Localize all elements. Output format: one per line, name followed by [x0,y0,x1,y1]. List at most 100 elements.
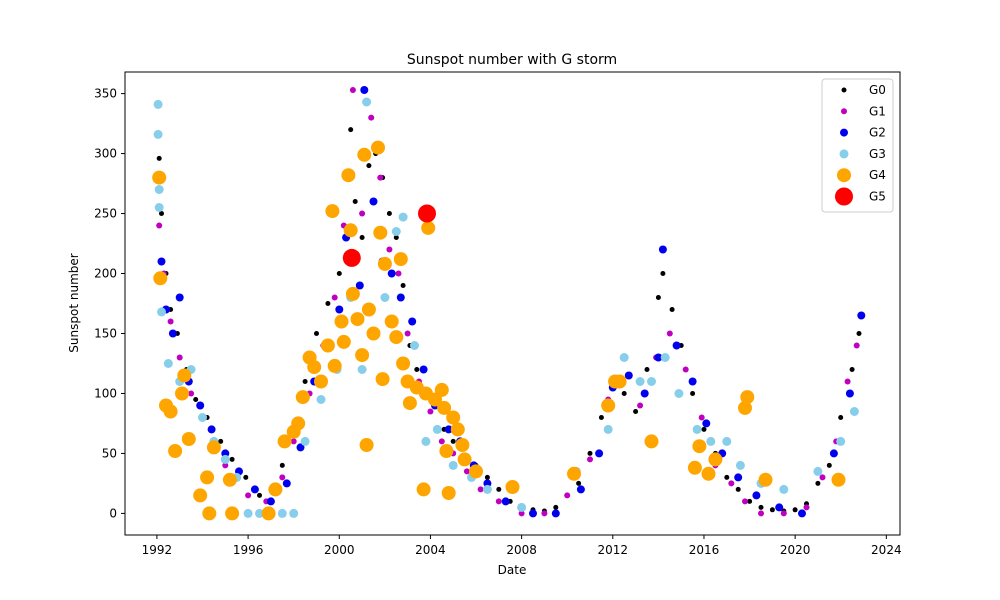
point-G0-16 [314,331,319,336]
point-G3-28 [421,436,431,446]
point-G1-51 [853,342,860,349]
point-G3-46 [779,484,789,494]
point-G1-11 [279,474,286,481]
legend-label-G0: G0 [869,83,886,97]
x-tick-label: 2004 [415,543,446,557]
point-G4-6 [177,368,192,383]
point-G2-33 [576,485,585,494]
x-tick-label: 2024 [871,543,902,557]
point-G3-4 [157,307,166,317]
point-G3-37 [635,377,645,386]
point-G2-30 [501,497,510,506]
point-G0-57 [701,426,707,432]
point-G4-7 [181,432,196,446]
point-G0-8 [218,438,224,444]
point-G1-4 [188,390,195,397]
point-G4-70 [708,452,723,467]
x-tick-label: 1992 [142,543,173,557]
series-G2 [157,86,866,518]
point-G0-61 [747,498,753,504]
point-G3-39 [660,353,670,362]
point-G1-44 [742,498,748,505]
point-G3-36 [619,353,629,362]
point-G4-38 [373,225,388,240]
point-G4-11 [206,440,221,455]
point-G2-37 [640,389,649,398]
point-G3-40 [674,389,684,398]
point-G1-28 [463,468,470,475]
point-G2-2 [168,329,177,338]
point-G0-50 [633,409,639,414]
point-G1-48 [819,474,826,481]
point-G2-51 [857,311,866,320]
point-G1-15 [331,294,338,301]
point-G0-34 [450,438,456,444]
point-G3-29 [432,424,442,434]
point-G4-55 [441,486,456,500]
point-G0-38 [496,486,502,492]
point-G0-10 [243,474,249,480]
point-G4-44 [396,356,411,371]
legend-marker-G1 [841,108,847,115]
point-G2-24 [419,365,428,374]
point-G3-10 [220,454,230,464]
point-G4-10 [202,506,217,521]
legend-label-G5: G5 [869,190,886,204]
y-tick-label: 150 [94,326,117,340]
point-G4-31 [350,312,365,327]
point-G1-47 [803,504,810,511]
series-G5 [342,204,436,267]
point-G1-21 [386,246,393,253]
point-G4-12 [222,472,237,487]
point-G4-3 [163,404,178,419]
point-G2-39 [658,245,667,254]
point-G2-0 [157,257,166,266]
y-tick-label: 350 [94,87,117,101]
point-G1-25 [427,408,434,415]
point-G3-41 [692,424,702,434]
point-G0-18 [336,271,342,276]
point-G0-1 [159,211,164,216]
point-G4-30 [345,286,360,301]
point-G1-33 [564,492,571,499]
point-G0-0 [156,155,162,161]
y-axis: 0 50 100 150 200 250 300 350 [94,87,125,520]
point-G0-43 [553,504,559,510]
point-G2-10 [266,497,275,506]
point-G2-38 [654,353,663,362]
point-G1-26 [438,438,445,445]
legend-marker-G2 [840,128,848,137]
legend: G0 G1 G2 G3 G4 G5 [821,78,894,213]
point-G3-18 [316,395,326,404]
point-G3-48 [836,436,846,446]
y-axis-title: Sunspot number [67,253,81,352]
point-G0-53 [660,271,666,276]
point-G0-71 [856,331,862,336]
point-G2-21 [387,269,396,278]
point-G4-58 [455,438,470,452]
point-G2-42 [702,419,711,428]
x-tick-label: 2008 [506,543,537,557]
point-G2-32 [551,509,560,518]
point-G4-61 [505,480,520,494]
point-G3-25 [391,227,401,236]
point-G3-16 [289,508,299,518]
point-G4-69 [701,466,716,481]
point-G4-57 [450,422,465,437]
point-G1-46 [780,510,787,517]
point-G3-2 [154,185,164,194]
point-G4-74 [831,472,846,487]
point-G1-23 [404,330,411,337]
point-G1-40 [682,366,689,373]
point-G0-69 [838,415,844,420]
point-G4-21 [307,360,322,375]
point-G4-9 [200,470,215,485]
point-G0-23 [366,163,372,169]
point-G1-45 [758,510,764,517]
y-tick-label: 100 [94,386,117,400]
point-G4-65 [612,374,627,389]
point-G4-1 [153,271,168,286]
point-G0-65 [792,507,798,513]
point-G4-8 [193,488,208,503]
point-G1-41 [698,414,705,421]
